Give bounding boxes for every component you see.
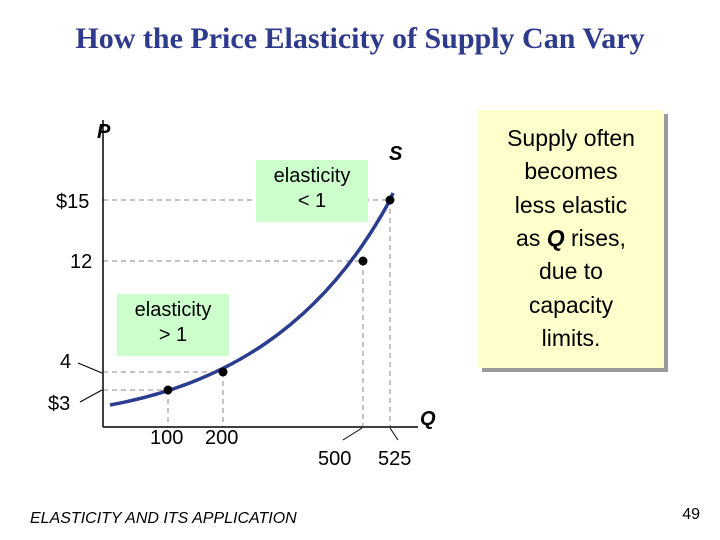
elastic-callout-line-1: elasticity xyxy=(134,299,212,321)
leader-525 xyxy=(389,427,399,441)
y-axis-label: P xyxy=(97,121,111,143)
note-line-4: as Q rises, xyxy=(516,225,626,252)
y-tick-label-15: $15 xyxy=(56,191,89,213)
data-points xyxy=(163,195,395,395)
x-tick-label-525: 525 xyxy=(378,448,411,470)
note-line-6: capacity xyxy=(528,291,614,318)
capacity-note: Supply often becomes less elastic as Q r… xyxy=(478,110,664,368)
elastic-callout: elasticity > 1 xyxy=(117,294,229,356)
slide-title: How the Price Elasticity of Supply Can V… xyxy=(75,22,645,55)
y-tick-label-3: $3 xyxy=(48,393,70,415)
elastic-callout-line-2: > 1 xyxy=(158,324,188,346)
supply-curve xyxy=(109,192,395,407)
leader-500 xyxy=(342,427,363,441)
note-line-2: becomes xyxy=(524,158,618,185)
leader-4 xyxy=(77,362,103,374)
data-point-500 xyxy=(358,256,368,266)
x-tick-label-100: 100 xyxy=(150,427,183,449)
inelastic-callout-line-2: < 1 xyxy=(297,190,327,212)
page-number: 49 xyxy=(682,506,700,523)
supply-curve-label: S xyxy=(389,143,403,165)
slide-footer: ELASTICITY AND ITS APPLICATION xyxy=(30,510,297,527)
note-line-7: limits. xyxy=(541,325,601,352)
tick-labels: 100 $3 200 4 500 12 525 $15 xyxy=(48,191,411,470)
axes: P Q xyxy=(97,120,436,430)
note-line-1: Supply often xyxy=(507,125,635,151)
guide-lines xyxy=(103,199,391,427)
data-point-525 xyxy=(385,195,395,205)
note-line-3: less elastic xyxy=(514,191,628,218)
inelastic-callout: elasticity < 1 xyxy=(256,160,368,222)
leader-3 xyxy=(79,389,103,403)
y-tick-label-12: 12 xyxy=(70,251,92,273)
x-tick-label-200: 200 xyxy=(205,427,238,449)
x-axis-label: Q xyxy=(420,408,436,430)
y-tick-label-4: 4 xyxy=(60,351,71,373)
x-tick-label-500: 500 xyxy=(318,448,351,470)
data-point-100 xyxy=(163,385,173,395)
note-line-5: due to xyxy=(539,258,603,285)
inelastic-callout-line-1: elasticity xyxy=(273,165,351,187)
data-point-200 xyxy=(218,367,228,377)
